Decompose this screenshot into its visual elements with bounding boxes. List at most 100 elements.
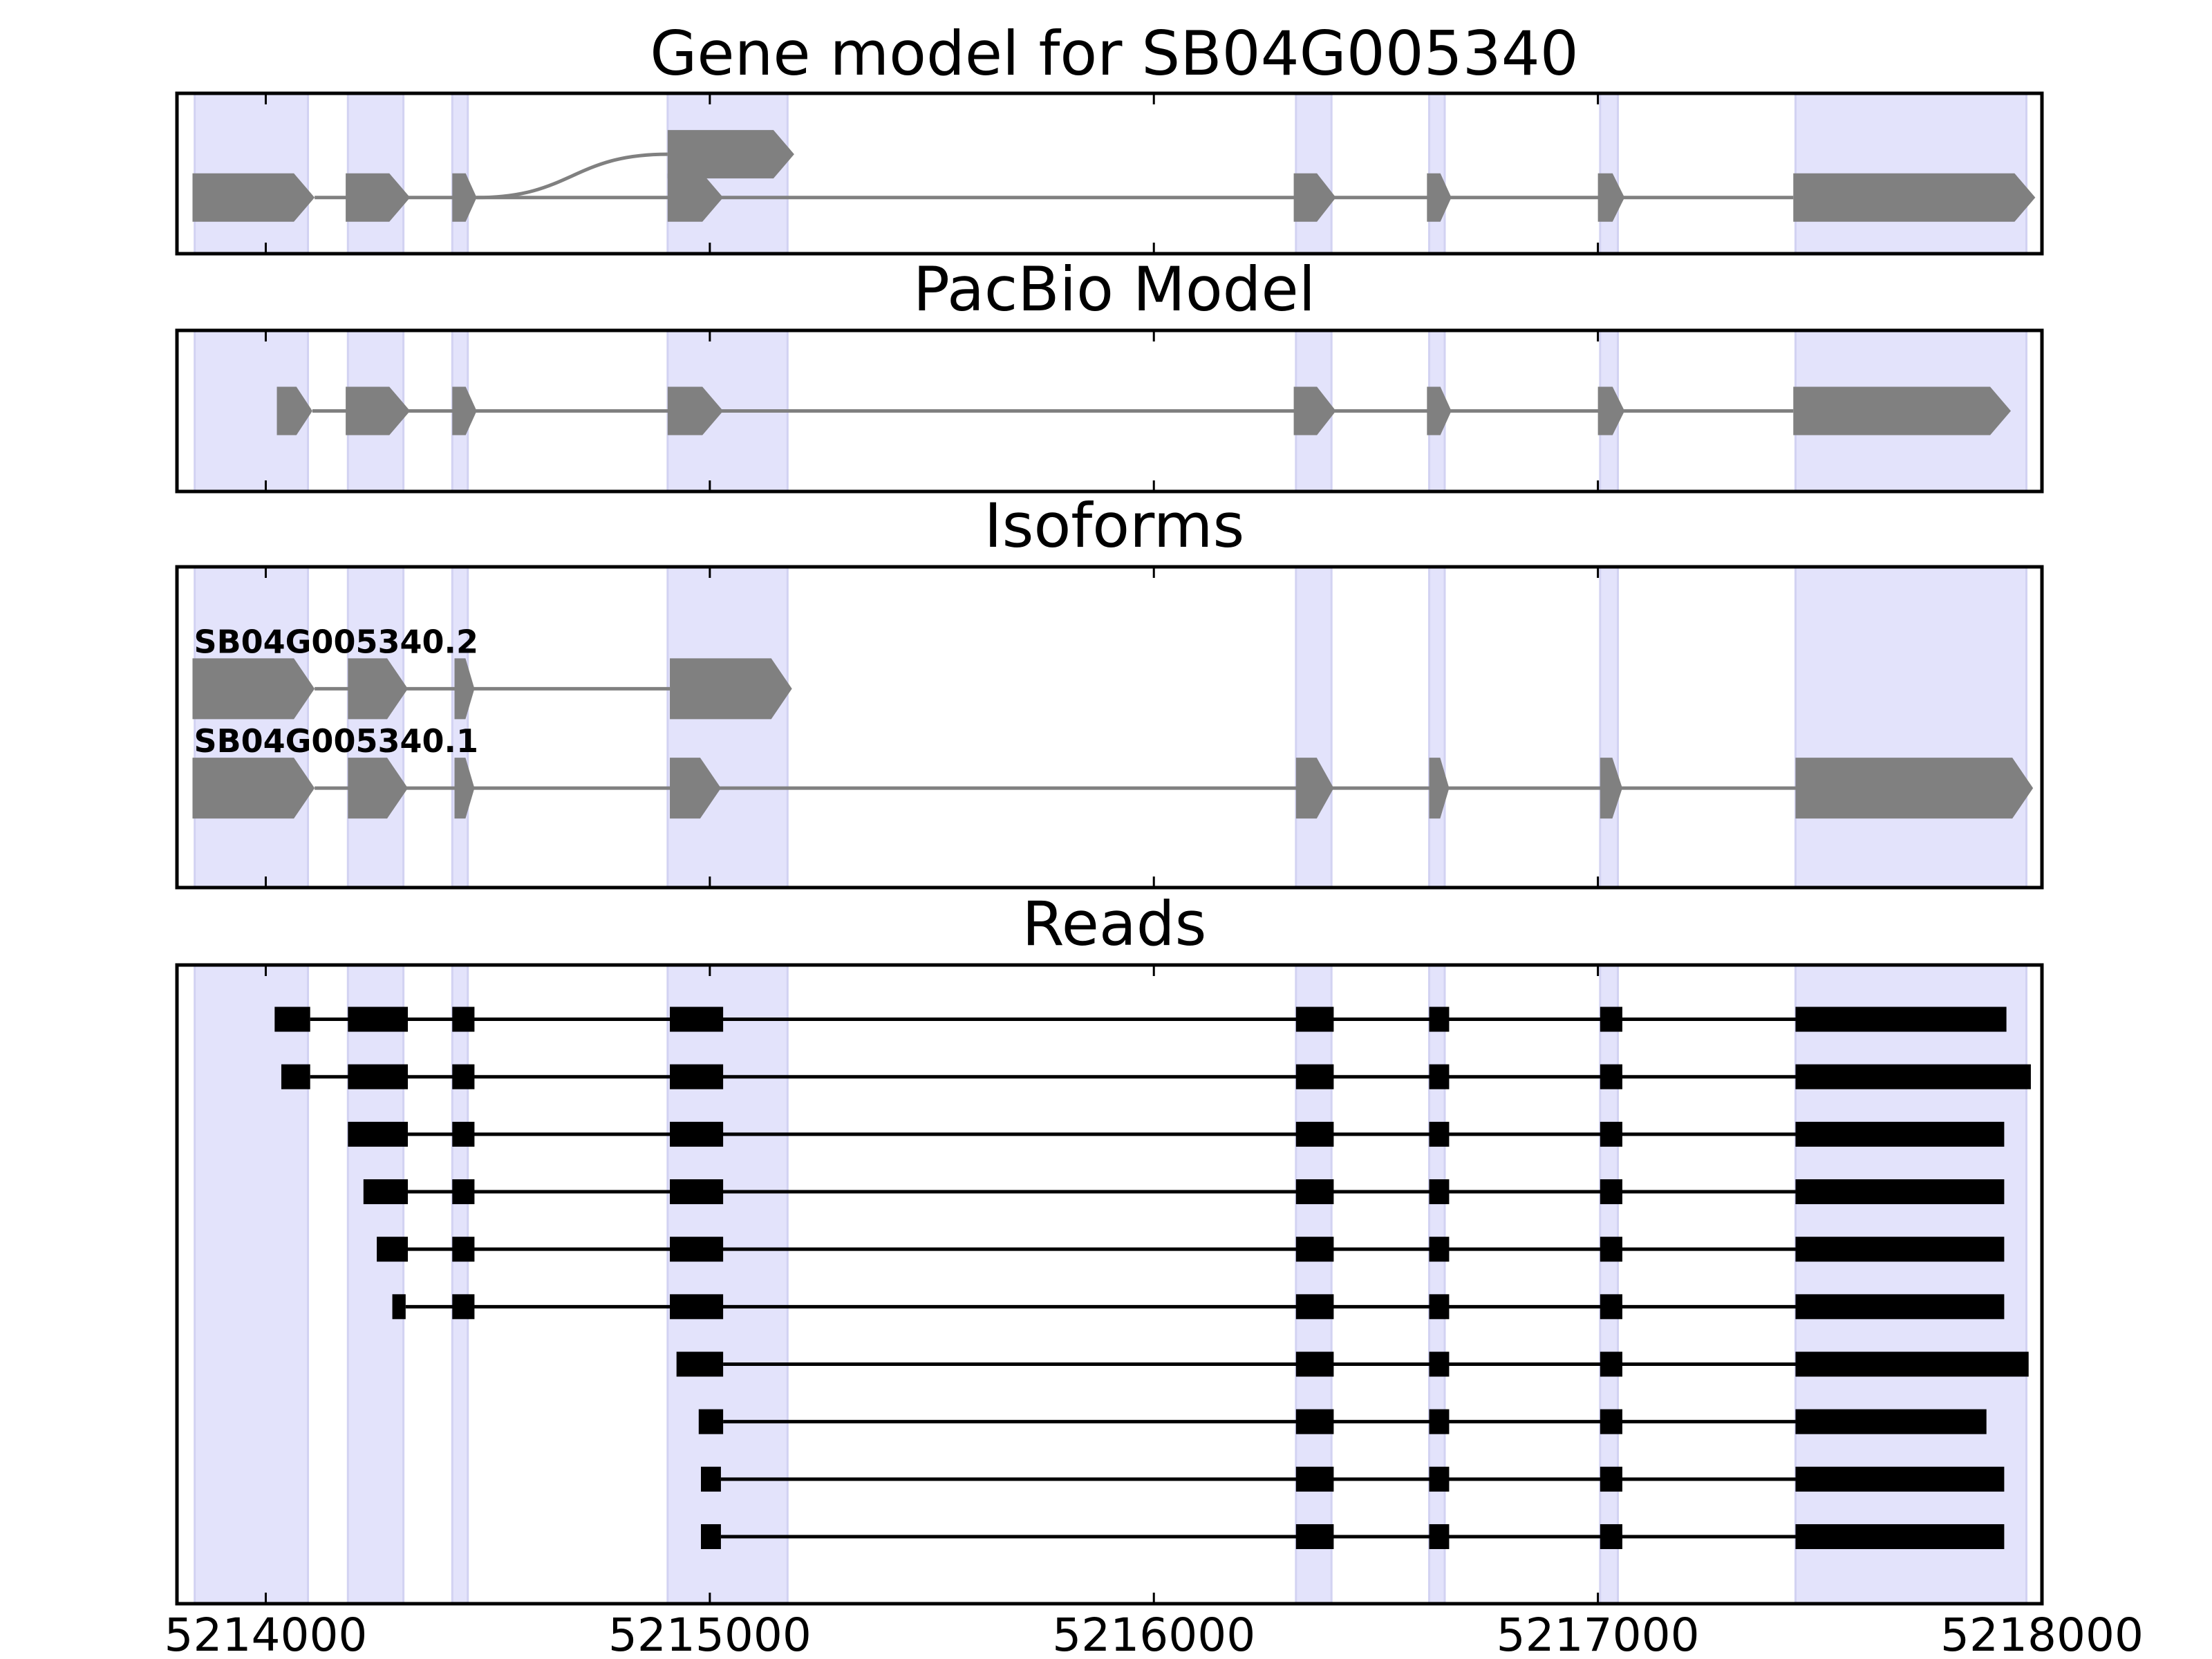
read-exon-block bbox=[670, 1064, 724, 1089]
read-exon-block bbox=[670, 1179, 724, 1205]
shaded-exon-region bbox=[666, 964, 789, 1605]
read-exon-block bbox=[1429, 1466, 1450, 1492]
exon-block bbox=[667, 130, 794, 179]
read-exon-block bbox=[452, 1121, 475, 1147]
shaded-exon-region bbox=[194, 964, 310, 1605]
exon-block bbox=[1427, 386, 1452, 435]
read-exon-block bbox=[1295, 1351, 1334, 1377]
panel-isoforms: Isoforms SB04G005340.2 SB04G005340.1 bbox=[175, 490, 2044, 890]
shaded-exon-region bbox=[451, 964, 469, 1605]
x-tick-label: 5216000 bbox=[1052, 1609, 1255, 1659]
read-exon-block bbox=[452, 1064, 475, 1089]
read-exon-block bbox=[1429, 1351, 1450, 1377]
read-exon-block bbox=[670, 1294, 724, 1320]
exon-block bbox=[192, 173, 315, 222]
read-exon-block bbox=[670, 1237, 724, 1262]
read-exon-block bbox=[1295, 1466, 1334, 1492]
read-exon-block bbox=[1600, 1006, 1622, 1032]
exon-block bbox=[667, 386, 724, 435]
exon-block bbox=[1793, 386, 2012, 435]
exon-block bbox=[1597, 386, 1625, 435]
exon-block bbox=[1293, 386, 1336, 435]
read-exon-block bbox=[1600, 1179, 1622, 1205]
read-exon-block bbox=[698, 1409, 724, 1434]
shaded-exon-region bbox=[1794, 964, 2028, 1605]
shaded-exon-region bbox=[1295, 964, 1333, 1605]
panel-title-gene-model: Gene model for SB04G005340 bbox=[650, 18, 1579, 89]
panel-frame bbox=[175, 328, 2044, 494]
exon-block bbox=[454, 658, 475, 720]
read-exon-block bbox=[1795, 1237, 2005, 1262]
exon-block bbox=[1600, 758, 1622, 819]
read-exon-block bbox=[281, 1064, 310, 1089]
read-exon-block bbox=[1600, 1351, 1622, 1377]
exon-block bbox=[452, 386, 477, 435]
read-exon-block bbox=[1795, 1409, 1987, 1434]
isoform-label: SB04G005340.2 bbox=[194, 623, 478, 660]
read-exon-block bbox=[1600, 1121, 1622, 1147]
read-exon-block bbox=[1795, 1121, 2005, 1147]
panel-reads: Reads bbox=[175, 888, 2044, 1606]
panel-gene-model: Gene model for SB04G005340 bbox=[175, 18, 2044, 256]
read-exon-block bbox=[1295, 1179, 1334, 1205]
exon-block bbox=[1793, 173, 2036, 222]
x-tick-label: 5214000 bbox=[164, 1609, 367, 1659]
panel-title-isoforms: Isoforms bbox=[984, 490, 1245, 561]
exon-block bbox=[192, 658, 315, 720]
read-exon-block bbox=[1429, 1179, 1450, 1205]
exon-block bbox=[1295, 758, 1334, 819]
read-exon-block bbox=[1600, 1524, 1622, 1549]
isoform-label: SB04G005340.1 bbox=[194, 722, 478, 760]
read-exon-block bbox=[1429, 1121, 1450, 1147]
read-exon-block bbox=[1429, 1409, 1450, 1434]
read-exon-block bbox=[348, 1121, 409, 1147]
alternative-splice-connector bbox=[476, 152, 668, 200]
shaded-exon-region bbox=[1794, 565, 2028, 889]
shaded-exon-region bbox=[1428, 565, 1446, 889]
read-exon-block bbox=[1795, 1466, 2005, 1492]
read-exon-block bbox=[1295, 1237, 1334, 1262]
read-exon-block bbox=[1795, 1006, 2007, 1032]
exon-block bbox=[1427, 173, 1452, 222]
read-exon-block bbox=[701, 1466, 721, 1492]
shaded-exon-region bbox=[1599, 964, 1620, 1605]
shaded-exon-region bbox=[666, 565, 789, 889]
exon-block bbox=[667, 173, 724, 222]
read-exon-block bbox=[452, 1237, 475, 1262]
exon-block bbox=[1293, 173, 1336, 222]
read-exon-block bbox=[1295, 1524, 1334, 1549]
panel-title-pacbio-model: PacBio Model bbox=[913, 254, 1315, 325]
panel-pacbio-model: PacBio Model bbox=[175, 254, 2044, 494]
shaded-exon-region bbox=[1428, 964, 1446, 1605]
exon-block bbox=[348, 758, 409, 819]
read-exon-block bbox=[1600, 1294, 1622, 1320]
read-exon-block bbox=[1429, 1294, 1450, 1320]
read-exon-block bbox=[1295, 1006, 1334, 1032]
exon-block bbox=[1429, 758, 1450, 819]
shaded-exon-region bbox=[1295, 565, 1333, 889]
exon-block bbox=[670, 758, 721, 819]
read-exon-block bbox=[452, 1294, 475, 1320]
read-exon-block bbox=[377, 1237, 409, 1262]
read-exon-block bbox=[1600, 1409, 1622, 1434]
x-tick-label: 5217000 bbox=[1497, 1609, 1700, 1659]
read-exon-block bbox=[363, 1179, 409, 1205]
panel-title-reads: Reads bbox=[1022, 888, 1207, 959]
read-exon-block bbox=[1600, 1064, 1622, 1089]
shaded-exon-region bbox=[1599, 565, 1620, 889]
read-exon-block bbox=[452, 1006, 475, 1032]
exon-block bbox=[1795, 758, 2034, 819]
exon-block bbox=[670, 658, 792, 720]
exon-block bbox=[452, 173, 477, 222]
shaded-exon-region bbox=[346, 964, 405, 1605]
read-exon-block bbox=[1295, 1121, 1334, 1147]
read-exon-block bbox=[1429, 1524, 1450, 1549]
read-exon-block bbox=[392, 1294, 406, 1320]
read-exon-block bbox=[348, 1006, 409, 1032]
read-exon-block bbox=[1429, 1006, 1450, 1032]
read-exon-block bbox=[1795, 1524, 2005, 1549]
panel-frame bbox=[175, 565, 2044, 890]
x-tick-label: 5218000 bbox=[1940, 1609, 2144, 1659]
x-axis: 5214000 5215000 5216000 5217000 5218000 bbox=[164, 1609, 2143, 1659]
